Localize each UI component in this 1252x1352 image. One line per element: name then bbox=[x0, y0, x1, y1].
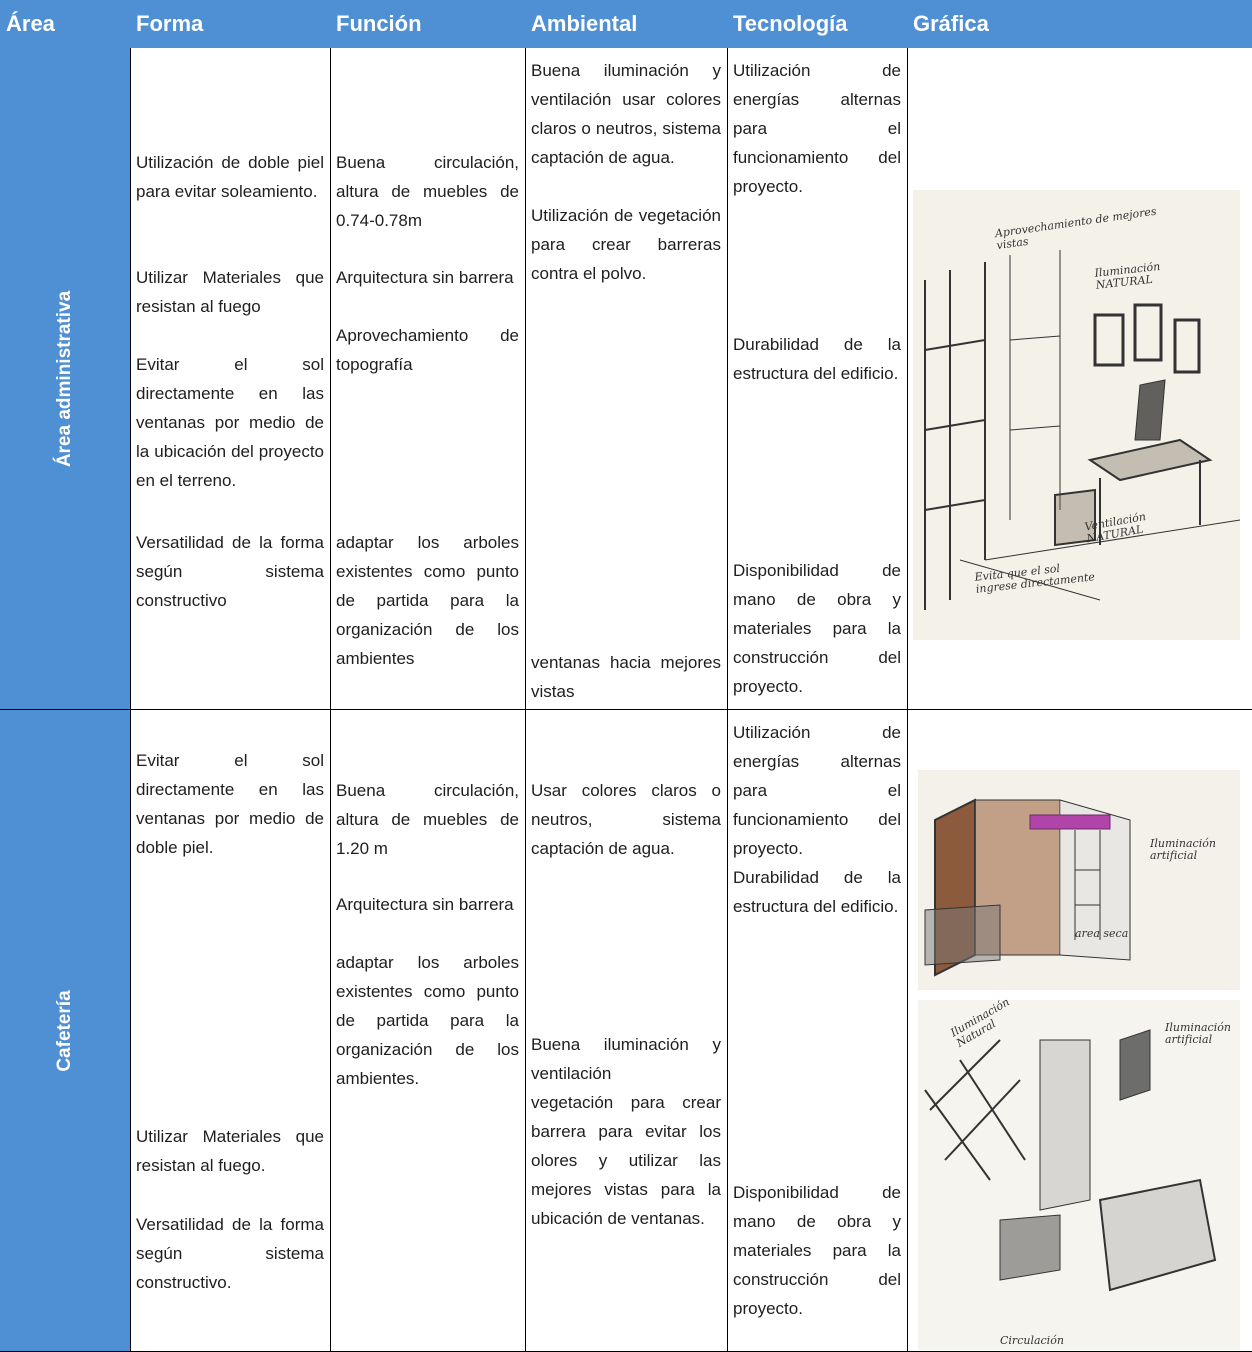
column-border bbox=[525, 48, 526, 1352]
cell-text: Arquitectura sin barrera bbox=[336, 268, 514, 287]
sketch-admin bbox=[913, 190, 1241, 640]
cell-text: Buena iluminación y ventilación usar col… bbox=[531, 61, 721, 167]
cell-text: ventanas hacia mejores vistas bbox=[531, 653, 721, 701]
area-label: Área administrativa bbox=[54, 290, 75, 468]
header-cell: Área bbox=[0, 0, 130, 48]
sketch-label: Iluminación artificial bbox=[1150, 837, 1216, 862]
cell-text: Buena iluminación y ventilación bbox=[531, 1035, 721, 1083]
cell-text: Evitar el sol directamente en las ventan… bbox=[136, 751, 324, 857]
cell-text: Buena circulación, altura de muebles de … bbox=[336, 153, 519, 230]
sketch-cafeteria-1 bbox=[918, 770, 1240, 990]
cell-text: Utilizar Materiales que resistan al fueg… bbox=[136, 1127, 324, 1175]
cell-text: Durabilidad de la estructura del edifici… bbox=[733, 868, 901, 916]
cell-text: adaptar los arboles existentes como punt… bbox=[336, 953, 519, 1088]
cell-text: Durabilidad de la estructura del edifici… bbox=[733, 335, 901, 383]
row-border bbox=[0, 709, 1252, 710]
cell-text: Disponibilidad de mano de obra y materia… bbox=[733, 561, 901, 696]
sketch-label: Iluminación artificial bbox=[1165, 1021, 1231, 1046]
sketch-label: Circulación bbox=[1000, 1334, 1064, 1347]
sketch-label: area seca bbox=[1075, 927, 1129, 940]
area-cell bbox=[0, 710, 130, 1352]
area-label: Cafetería bbox=[54, 990, 75, 1072]
header-cell: Función bbox=[330, 0, 525, 48]
cell-text: Versatilidad de la forma según sistema c… bbox=[136, 533, 324, 610]
cell-text: Disponibilidad de mano de obra y materia… bbox=[733, 1183, 901, 1318]
cell-text: adaptar los arboles existentes como punt… bbox=[336, 533, 519, 668]
cell-text: Utilizar Materiales que resistan al fueg… bbox=[136, 268, 324, 316]
cell-text: Utilización de doble piel para evitar so… bbox=[136, 153, 324, 201]
cell-text: Utilización de energías alternas para el… bbox=[733, 61, 901, 196]
cell-text: Buena circulación, altura de muebles de … bbox=[336, 781, 519, 858]
sketch-cafeteria-2 bbox=[918, 1000, 1240, 1350]
header-cell: Gráfica bbox=[907, 0, 1252, 48]
column-border bbox=[727, 48, 728, 1352]
cell-text: Usar colores claros o neutros, sistema c… bbox=[531, 781, 721, 858]
cell-text: Evitar el sol directamente en las ventan… bbox=[136, 355, 324, 490]
column-border bbox=[330, 48, 331, 1352]
cell-text: Arquitectura sin barrera bbox=[336, 895, 514, 914]
header-cell: Tecnología bbox=[727, 0, 907, 48]
cell-text: vegetación para crear barrera para evita… bbox=[531, 1093, 721, 1228]
header-cell: Ambiental bbox=[525, 0, 727, 48]
column-border bbox=[907, 48, 908, 1352]
area-cell bbox=[0, 48, 130, 710]
cell-text: Versatilidad de la forma según sistema c… bbox=[136, 1215, 324, 1292]
header-cell: Forma bbox=[130, 0, 330, 48]
cell-text: Aprovechamiento de topografía bbox=[336, 326, 519, 374]
column-border bbox=[130, 48, 131, 1352]
cell-text: Utilización de vegetación para crear bar… bbox=[531, 206, 721, 283]
cell-text: Utilización de energías alternas para el… bbox=[733, 723, 901, 858]
